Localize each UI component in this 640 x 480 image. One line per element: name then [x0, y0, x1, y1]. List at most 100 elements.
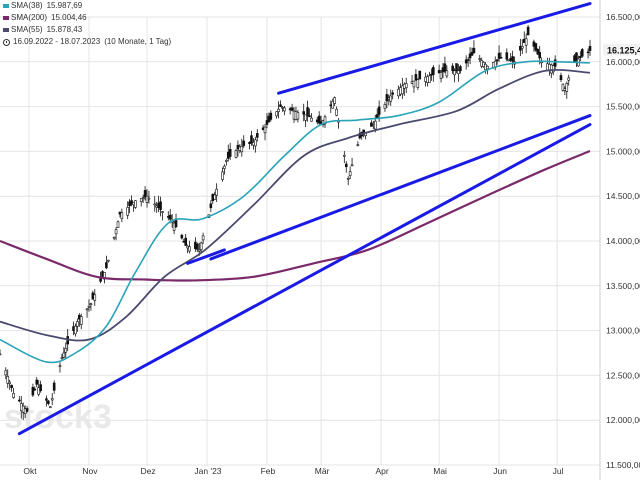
- candle-body: [323, 116, 327, 125]
- candle-body: [459, 66, 462, 72]
- candle-body: [457, 70, 460, 75]
- candle-body: [47, 400, 50, 404]
- candle-body: [225, 160, 228, 162]
- x-tick-label: Apr: [375, 466, 388, 476]
- candle-body: [472, 47, 476, 54]
- candle-body: [561, 83, 565, 91]
- candle-body: [223, 165, 226, 169]
- candle-body: [215, 188, 218, 196]
- candle-body: [401, 85, 404, 95]
- y-tick-label: 16.000,00: [606, 57, 640, 67]
- x-axis: Okt Nov Dez Jan '23 Feb Mär Apr Mai Jun Jul: [23, 466, 563, 476]
- last-value-label: 16.125,49: [607, 46, 640, 56]
- candle-body: [466, 59, 470, 61]
- candle-body: [377, 106, 381, 115]
- period-range: 16.09.2022 - 18.07.2023: [13, 37, 101, 46]
- candle-body: [306, 107, 309, 116]
- candle-body: [279, 104, 282, 107]
- candle-body: [269, 112, 273, 120]
- candle-body: [201, 235, 205, 241]
- legend-item-sma55[interactable]: SMA(55) 15.878,43: [3, 24, 171, 36]
- candle-body: [221, 171, 224, 180]
- candle-body: [432, 67, 435, 75]
- candle-body: [240, 145, 244, 153]
- candle-body: [18, 399, 21, 402]
- candle-body: [520, 46, 524, 49]
- sma38-swatch: [3, 4, 9, 8]
- period-info: 16.09.2022 - 18.07.2023 (10 Monate, 1 Ta…: [3, 36, 171, 48]
- candle-body: [290, 107, 294, 111]
- legend-value: 15.004,46: [51, 13, 87, 22]
- candle-body: [391, 92, 394, 95]
- candle-body: [114, 229, 118, 235]
- last-value-marker: 16.125,49: [603, 43, 640, 56]
- candle-body: [439, 72, 443, 79]
- candle-body: [453, 70, 456, 76]
- candle-body: [356, 144, 360, 146]
- candle-body: [497, 52, 501, 59]
- candle-body: [414, 74, 418, 81]
- candle-body: [31, 386, 35, 396]
- candle-body: [343, 154, 346, 157]
- candle-body: [304, 114, 307, 121]
- trendlines: [17, 2, 592, 436]
- candle-body: [79, 316, 83, 325]
- candle-body: [196, 243, 199, 250]
- candle-body: [283, 107, 286, 112]
- candle-body: [8, 381, 11, 384]
- legend: SMA(38) 15.987,69 SMA(200) 15.004,46 SMA…: [3, 0, 171, 48]
- candle-body: [184, 237, 188, 246]
- legend-item-sma200[interactable]: SMA(200) 15.004,46: [3, 12, 171, 24]
- y-tick-label: 16.500,00: [606, 12, 640, 22]
- candle-body: [263, 126, 267, 134]
- legend-value: 15.878,43: [46, 25, 83, 34]
- candle-body: [308, 115, 311, 118]
- sma38-line: [0, 60, 591, 364]
- y-tick-label: 12.500,00: [606, 370, 640, 380]
- candle-body: [296, 112, 300, 120]
- candle-body: [48, 406, 52, 409]
- x-tick-label: Feb: [261, 466, 276, 476]
- candle-body: [76, 321, 79, 327]
- sma200-line: [0, 150, 591, 282]
- candle-body: [437, 70, 441, 74]
- candle-body: [234, 150, 238, 158]
- candle-body: [348, 171, 352, 176]
- candle-body: [254, 139, 257, 147]
- candle-body: [468, 53, 472, 59]
- legend-item-sma38[interactable]: SMA(38) 15.987,69: [3, 0, 171, 12]
- candle-body: [567, 77, 571, 81]
- candle-body: [451, 65, 454, 72]
- candle-body: [147, 197, 151, 200]
- legend-label: SMA(55): [11, 25, 43, 34]
- legend-value: 15.987,69: [46, 1, 83, 10]
- candle-body: [242, 140, 246, 146]
- trendline: [209, 114, 592, 261]
- candles: [0, 24, 592, 420]
- candle-body: [389, 95, 393, 102]
- candle-body: [445, 70, 449, 77]
- candle-body: [139, 198, 143, 202]
- y-tick-label: 15.500,00: [606, 102, 640, 112]
- candle-body: [428, 75, 431, 83]
- candle-body: [250, 135, 253, 144]
- last-value-box: [603, 43, 640, 56]
- candle-body: [60, 357, 64, 359]
- candle-body: [112, 236, 116, 239]
- candle-body: [277, 108, 280, 112]
- candle-body: [412, 80, 416, 88]
- x-tick-label: Jul: [553, 466, 564, 476]
- candle-body: [213, 194, 217, 200]
- candle-body: [346, 177, 350, 180]
- candle-body: [180, 234, 184, 239]
- candle-body: [335, 108, 338, 116]
- candle-body: [45, 398, 48, 401]
- candle-body: [499, 56, 503, 59]
- candle-body: [275, 111, 278, 117]
- candle-body: [33, 388, 37, 391]
- x-tick-label: Nov: [82, 466, 98, 476]
- candle-body: [120, 212, 124, 220]
- candle-body: [159, 201, 162, 210]
- candle-body: [141, 197, 145, 199]
- candle-body: [50, 398, 54, 401]
